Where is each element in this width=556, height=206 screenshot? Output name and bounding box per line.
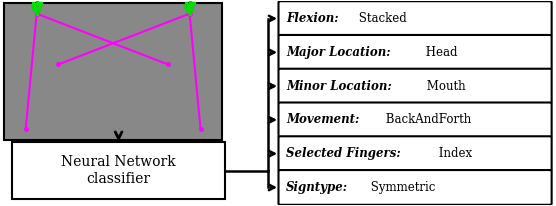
Text: Head: Head bbox=[422, 46, 458, 59]
FancyBboxPatch shape bbox=[12, 142, 225, 199]
FancyBboxPatch shape bbox=[279, 69, 552, 103]
Text: BackAndForth: BackAndForth bbox=[381, 113, 471, 126]
Text: Flexion:: Flexion: bbox=[286, 12, 339, 25]
FancyBboxPatch shape bbox=[279, 103, 552, 137]
Text: Major Location:: Major Location: bbox=[286, 46, 390, 59]
FancyBboxPatch shape bbox=[279, 170, 552, 205]
Text: Movement:: Movement: bbox=[286, 113, 359, 126]
Text: Index: Index bbox=[435, 147, 472, 160]
FancyBboxPatch shape bbox=[279, 35, 552, 70]
FancyBboxPatch shape bbox=[279, 1, 552, 36]
Text: Mouth: Mouth bbox=[423, 80, 466, 93]
Text: Selected Fingers:: Selected Fingers: bbox=[286, 147, 401, 160]
Text: Minor Location:: Minor Location: bbox=[286, 80, 391, 93]
Text: Symmetric: Symmetric bbox=[367, 181, 435, 194]
Text: Signtype:: Signtype: bbox=[286, 181, 348, 194]
FancyBboxPatch shape bbox=[279, 136, 552, 171]
FancyBboxPatch shape bbox=[4, 3, 222, 140]
Text: Stacked: Stacked bbox=[355, 12, 406, 25]
Text: Neural Network
classifier: Neural Network classifier bbox=[61, 156, 176, 186]
